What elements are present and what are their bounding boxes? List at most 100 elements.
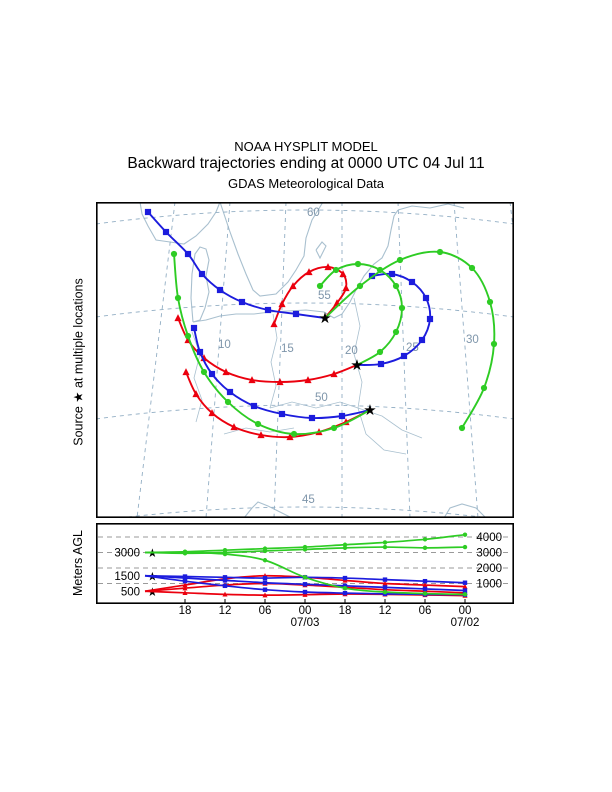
circle-marker bbox=[382, 589, 388, 595]
triangle-marker bbox=[462, 583, 468, 589]
circle-marker bbox=[354, 260, 362, 268]
square-marker bbox=[250, 402, 258, 410]
date-label: 07/02 bbox=[450, 617, 480, 629]
source-star-icon: ★ bbox=[350, 357, 363, 374]
plot-subtitle: Backward trajectories ending at 0000 UTC… bbox=[127, 155, 485, 172]
time-tick-label: 12 bbox=[378, 605, 392, 617]
grid-line bbox=[273, 202, 287, 518]
square-marker bbox=[302, 582, 308, 587]
coastline bbox=[315, 241, 327, 260]
grid-line bbox=[397, 202, 411, 518]
square-marker bbox=[190, 324, 198, 332]
triangle-marker bbox=[182, 590, 188, 595]
map-trajectory-green-1 bbox=[324, 248, 498, 432]
square-marker bbox=[198, 270, 206, 278]
country-border bbox=[269, 313, 278, 409]
circle-marker bbox=[262, 558, 268, 563]
square-marker bbox=[338, 412, 346, 420]
grid-line bbox=[96, 209, 514, 225]
square-marker bbox=[264, 306, 272, 314]
circle-marker bbox=[436, 248, 444, 256]
square-marker bbox=[418, 336, 426, 344]
square-marker bbox=[422, 586, 428, 592]
circle-marker bbox=[302, 575, 308, 580]
lat-grid-label: 55 bbox=[318, 290, 331, 302]
time-tick-label: 12 bbox=[218, 605, 232, 617]
coastline bbox=[139, 202, 221, 245]
circle-marker bbox=[382, 544, 388, 550]
source-side-label: Source ★ at multiple locations bbox=[71, 278, 86, 446]
circle-marker bbox=[398, 304, 406, 312]
met-data-label: GDAS Meteorological Data bbox=[227, 176, 385, 191]
square-marker bbox=[422, 294, 430, 302]
lon-grid-label: 25 bbox=[406, 342, 419, 354]
triangle-marker bbox=[304, 376, 312, 384]
time-tick-label: 00 bbox=[458, 605, 472, 617]
coastline bbox=[243, 501, 293, 518]
circle-marker bbox=[458, 424, 466, 432]
arrival-height-label: 500 bbox=[121, 586, 140, 598]
square-marker bbox=[182, 578, 188, 584]
grid-line bbox=[453, 202, 479, 518]
square-marker bbox=[388, 270, 396, 278]
circle-marker bbox=[332, 266, 340, 274]
square-marker bbox=[222, 575, 228, 580]
circle-marker bbox=[184, 332, 192, 340]
country-border bbox=[269, 401, 359, 409]
height-panel-border bbox=[96, 523, 514, 604]
basemap bbox=[139, 202, 487, 518]
lon-grid-label: 20 bbox=[345, 345, 358, 357]
coastline bbox=[341, 209, 399, 315]
grid-line bbox=[205, 202, 231, 518]
square-marker bbox=[222, 583, 228, 589]
map-trajectory-blue-3 bbox=[190, 324, 371, 422]
square-marker bbox=[302, 589, 308, 595]
country-border bbox=[223, 427, 295, 435]
time-tick-label: 00 bbox=[298, 605, 312, 617]
map-trajectory-green-3 bbox=[170, 250, 371, 438]
square-marker bbox=[342, 575, 348, 581]
circle-marker bbox=[422, 591, 428, 596]
triangle-marker bbox=[182, 585, 188, 591]
triangle-marker bbox=[174, 314, 182, 322]
triangle-marker bbox=[208, 409, 216, 417]
triangle-marker bbox=[305, 268, 313, 276]
lon-grid-label: 30 bbox=[466, 334, 479, 346]
grid-line bbox=[96, 404, 514, 420]
square-marker bbox=[292, 310, 300, 318]
circle-marker bbox=[254, 420, 262, 428]
latlon-grid: 60 55 50 45 10 15 20 25 30 bbox=[96, 202, 514, 518]
height-scale-label-right: 2000 bbox=[476, 563, 502, 575]
circle-marker bbox=[462, 532, 468, 537]
circle-marker bbox=[480, 384, 488, 392]
circle-marker bbox=[490, 340, 498, 348]
grid-line bbox=[115, 506, 495, 518]
square-marker bbox=[238, 298, 246, 306]
triangle-marker bbox=[339, 270, 347, 278]
triangle-marker bbox=[222, 591, 228, 597]
triangle-marker bbox=[230, 423, 238, 431]
coastline bbox=[219, 202, 324, 297]
time-tick-label: 18 bbox=[178, 605, 192, 617]
circle-marker bbox=[356, 282, 364, 290]
coastline bbox=[443, 503, 487, 518]
triangle-marker bbox=[257, 431, 265, 439]
square-marker bbox=[462, 580, 468, 585]
height-scale-label-right: 1000 bbox=[476, 579, 502, 591]
square-marker bbox=[382, 577, 388, 582]
square-marker bbox=[308, 414, 316, 422]
circle-marker bbox=[224, 398, 232, 406]
triangle-marker bbox=[330, 370, 338, 378]
lon-grid-label: 10 bbox=[218, 339, 231, 351]
grid-line bbox=[136, 202, 176, 518]
triangle-marker bbox=[289, 282, 297, 290]
triangle-marker bbox=[270, 320, 278, 328]
square-marker bbox=[422, 578, 428, 584]
arrival-height-label: 3000 bbox=[114, 548, 140, 560]
circle-marker bbox=[342, 542, 348, 547]
square-marker bbox=[196, 348, 204, 356]
coastline bbox=[397, 203, 465, 211]
circle-marker bbox=[342, 585, 348, 591]
